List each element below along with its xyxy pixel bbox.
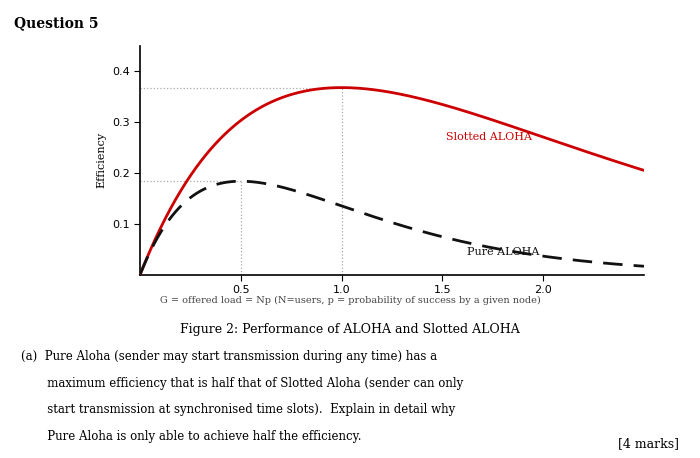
- Text: G = offered load = Np (N=users, p = probability of success by a given node): G = offered load = Np (N=users, p = prob…: [160, 295, 540, 305]
- Text: Slotted ALOHA: Slotted ALOHA: [447, 132, 533, 142]
- Text: Question 5: Question 5: [14, 16, 99, 30]
- Text: (a)  Pure Aloha (sender may start transmission during any time) has a: (a) Pure Aloha (sender may start transmi…: [21, 350, 437, 363]
- Text: Pure ALOHA: Pure ALOHA: [467, 247, 539, 257]
- Text: Figure 2: Performance of ALOHA and Slotted ALOHA: Figure 2: Performance of ALOHA and Slott…: [180, 323, 520, 336]
- Text: Pure Aloha is only able to achieve half the efficiency.: Pure Aloha is only able to achieve half …: [21, 430, 361, 443]
- Y-axis label: Efficiency: Efficiency: [97, 132, 106, 188]
- Text: start transmission at synchronised time slots).  Explain in detail why: start transmission at synchronised time …: [21, 403, 455, 416]
- Text: [4 marks]: [4 marks]: [618, 437, 679, 450]
- Text: maximum efficiency that is half that of Slotted Aloha (sender can only: maximum efficiency that is half that of …: [21, 377, 463, 390]
